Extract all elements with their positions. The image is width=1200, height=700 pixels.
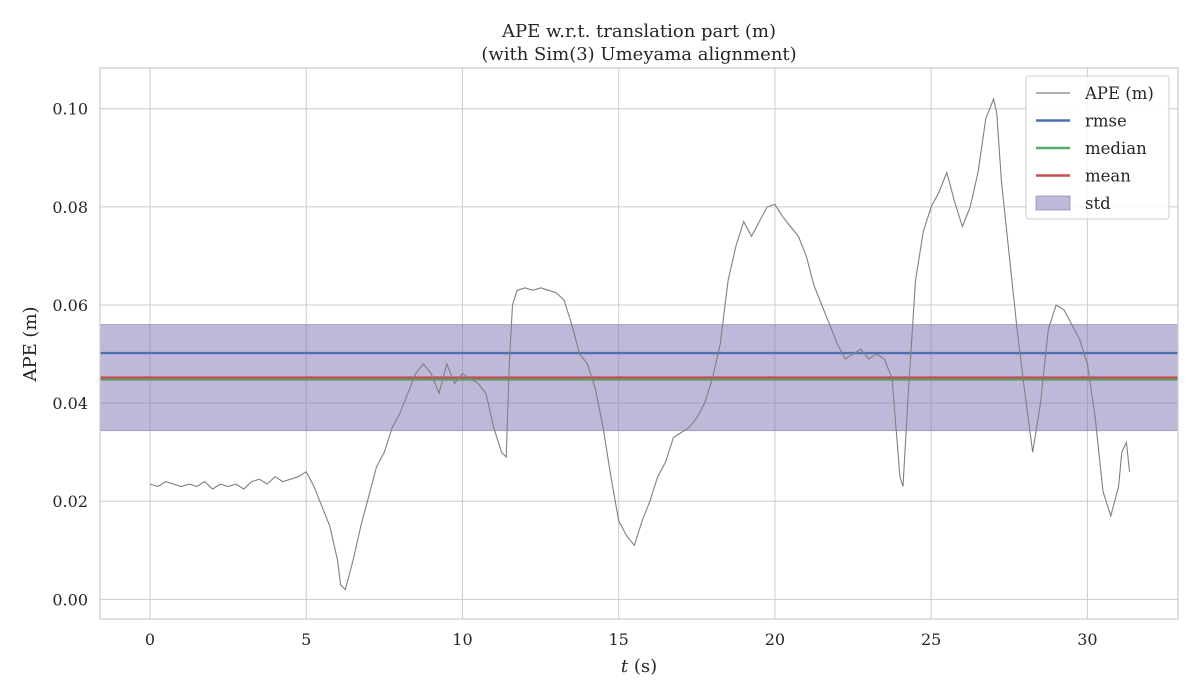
y-tick-label: 0.04 bbox=[52, 394, 88, 413]
y-tick-label: 0.10 bbox=[52, 100, 88, 119]
x-tick-labels: 0 5 10 15 20 25 30 bbox=[145, 630, 1098, 649]
x-tick-label: 0 bbox=[145, 630, 155, 649]
legend: APE (m) rmse median mean std bbox=[1025, 75, 1170, 220]
x-tick-label: 15 bbox=[609, 630, 629, 649]
y-tick-label: 0.08 bbox=[52, 198, 88, 217]
legend-box bbox=[1025, 75, 1170, 220]
plot-frame bbox=[99, 67, 1179, 620]
legend-item-ape: APE (m) bbox=[1036, 84, 1154, 103]
y-tick-label: 0.02 bbox=[52, 492, 88, 511]
legend-label-ape: APE (m) bbox=[1084, 84, 1154, 103]
legend-label-mean: mean bbox=[1085, 167, 1131, 186]
x-tick-label: 5 bbox=[301, 630, 311, 649]
legend-label-rmse: rmse bbox=[1085, 112, 1127, 131]
x-tick-label: 20 bbox=[765, 630, 785, 649]
x-axis-variable: t bbox=[621, 656, 629, 677]
legend-item-mean: mean bbox=[1036, 167, 1131, 186]
y-tick-label: 0.00 bbox=[52, 590, 88, 609]
legend-item-rmse: rmse bbox=[1036, 112, 1127, 131]
x-tick-label: 25 bbox=[921, 630, 941, 649]
legend-item-std: std bbox=[1035, 194, 1111, 213]
x-axis-unit: (s) bbox=[628, 656, 657, 677]
y-axis-label: APE (m) bbox=[20, 306, 41, 382]
chart-title: APE w.r.t. translation part (m) bbox=[501, 21, 776, 42]
legend-item-median: median bbox=[1036, 139, 1147, 158]
legend-label-std: std bbox=[1085, 194, 1111, 213]
ape-series-line bbox=[149, 97, 1131, 591]
legend-swatch-std bbox=[1035, 195, 1071, 211]
y-tick-labels: 0.00 0.02 0.04 0.06 0.08 0.10 bbox=[52, 100, 88, 610]
chart-subtitle: (with Sim(3) Umeyama alignment) bbox=[481, 44, 796, 65]
legend-label-median: median bbox=[1085, 139, 1147, 158]
x-tick-label: 10 bbox=[452, 630, 472, 649]
x-axis-label: t (s) bbox=[621, 656, 657, 677]
y-tick-label: 0.06 bbox=[52, 296, 88, 315]
x-tick-label: 30 bbox=[1077, 630, 1097, 649]
